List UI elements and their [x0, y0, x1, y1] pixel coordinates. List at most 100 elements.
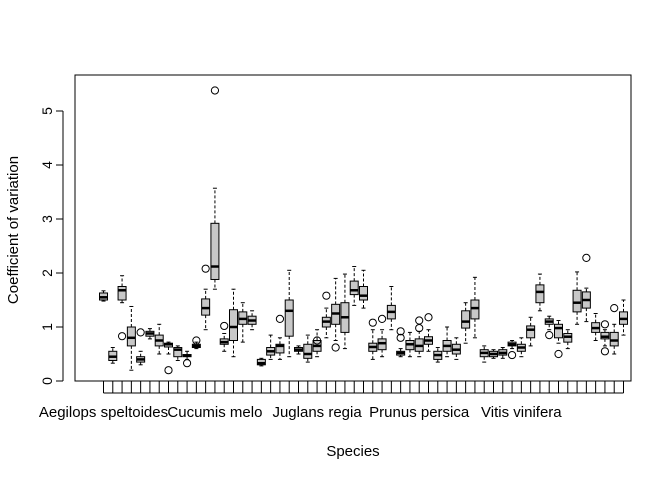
y-tick-label: 0 [39, 377, 55, 385]
box-18 [256, 357, 266, 367]
y-tick-label: 1 [39, 323, 55, 331]
box-body [526, 325, 536, 339]
y-axis: 0 1 2 3 4 5 [39, 107, 64, 385]
box-body [349, 280, 359, 296]
plot-frame [74, 74, 632, 382]
box-29 [359, 269, 368, 309]
y-tick-label: 3 [39, 215, 55, 223]
box-42 [479, 345, 489, 363]
box-25 [321, 291, 331, 339]
box-49 [544, 315, 554, 340]
box-51 [563, 329, 573, 350]
box-36 [424, 313, 433, 352]
outlier-point [600, 347, 610, 356]
x-tick-label: Prunus persica [369, 404, 470, 421]
box-1 [99, 290, 108, 302]
box-body [229, 309, 238, 342]
box-body [461, 310, 471, 329]
box-28 [349, 266, 359, 306]
box-series [99, 86, 628, 375]
x-tick-label: Vitis vinifera [481, 404, 562, 421]
box-31 [377, 314, 387, 358]
box-body [572, 289, 582, 313]
box-55 [600, 320, 610, 356]
x-axis: Aegilops speltoides Cucumis melo Juglans r… [39, 381, 624, 421]
box-22 [294, 345, 303, 355]
box-33 [396, 327, 406, 358]
outlier-point [312, 336, 322, 345]
box-14 [219, 321, 229, 352]
outlier-point [192, 336, 201, 345]
box-39 [451, 337, 461, 360]
box-body [275, 343, 285, 354]
outlier-point [415, 323, 424, 333]
box-body [173, 347, 183, 358]
x-axis-label: Species [326, 443, 379, 460]
box-34 [405, 331, 415, 358]
box-47 [526, 316, 536, 347]
outlier-point [220, 321, 229, 331]
box-body [609, 331, 619, 347]
outlier-point [600, 320, 610, 329]
outlier-point [182, 359, 192, 368]
outlier-point [368, 318, 377, 327]
box-4 [126, 305, 136, 371]
box-13 [210, 86, 220, 290]
box-23 [303, 334, 313, 363]
outlier-point [164, 366, 173, 375]
outlier-point [554, 349, 563, 359]
outlier-point [331, 343, 340, 352]
box-41 [470, 276, 480, 339]
box-37 [433, 347, 443, 363]
outlier-point [610, 304, 619, 313]
y-axis-label: Coefficient of variation [5, 156, 22, 304]
box-27 [340, 273, 350, 350]
box-16 [238, 302, 248, 343]
box-44 [498, 347, 508, 359]
outlier-point [582, 253, 591, 262]
y-tick-label: 5 [39, 107, 55, 115]
y-tick-label: 4 [39, 161, 55, 169]
box-56 [609, 304, 619, 355]
box-body [359, 286, 368, 301]
outlier-point [322, 291, 331, 300]
box-57 [619, 299, 628, 336]
outlier-point [201, 264, 210, 273]
box-32 [386, 286, 396, 331]
box-body [117, 286, 127, 301]
box-45 [507, 340, 517, 360]
outlier-point [117, 332, 127, 341]
outlier-point [396, 327, 405, 336]
outlier-point [136, 328, 145, 337]
box-38 [442, 326, 452, 358]
box-body [470, 299, 480, 320]
box-15 [229, 288, 238, 358]
box-6 [145, 328, 155, 340]
outlier-point [275, 314, 285, 323]
box-body [210, 222, 220, 280]
box-26 [331, 277, 341, 352]
box-body [554, 323, 563, 339]
box-body [284, 299, 294, 337]
box-7 [154, 323, 164, 355]
box-body [126, 326, 136, 347]
box-50 [554, 320, 563, 359]
x-tick-label: Cucumis melo [167, 404, 262, 421]
box-20 [275, 314, 285, 360]
box-54 [591, 313, 601, 341]
box-11 [191, 336, 201, 350]
y-tick-label: 2 [39, 269, 55, 277]
box-17 [247, 310, 257, 331]
box-21 [284, 269, 294, 358]
box-40 [461, 302, 471, 344]
outlier-point [377, 314, 387, 323]
box-10 [182, 350, 192, 368]
box-3 [117, 275, 127, 341]
box-12 [201, 264, 211, 331]
box-52 [572, 271, 582, 325]
box-35 [414, 316, 424, 358]
box-body [535, 284, 545, 304]
box-8 [164, 341, 173, 375]
x-tick-label: Juglans regia [272, 404, 362, 421]
